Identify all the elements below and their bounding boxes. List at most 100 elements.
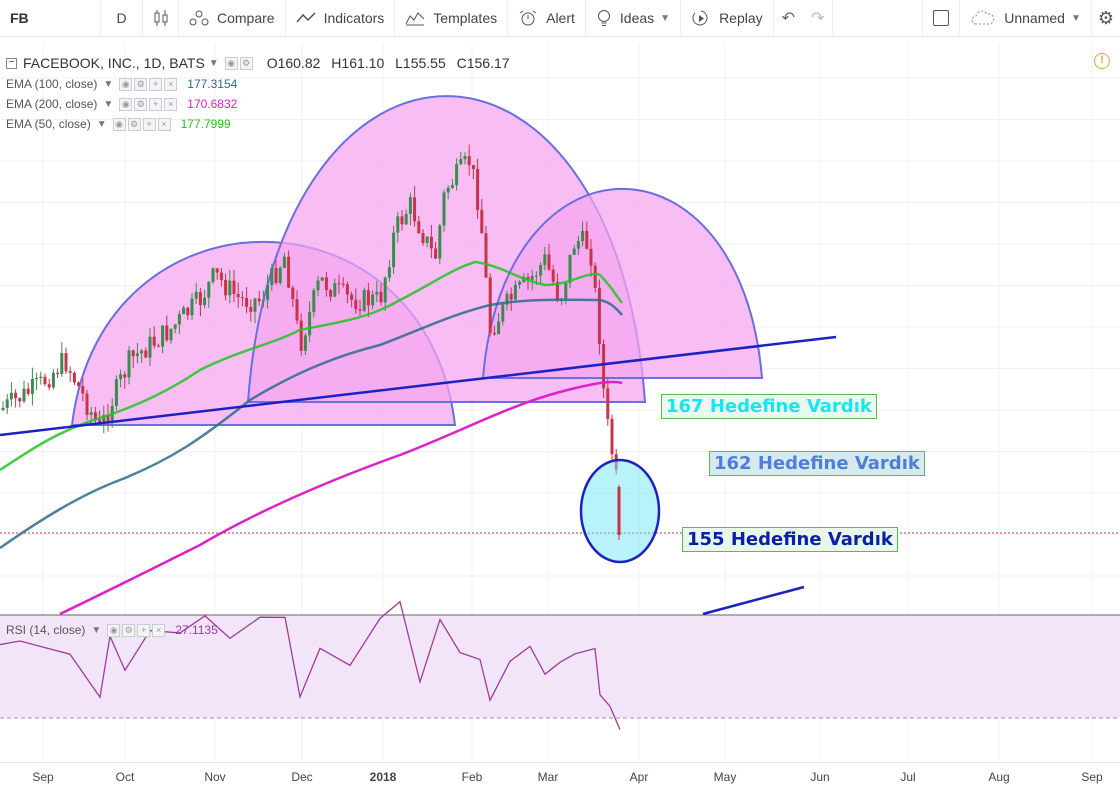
candle-body (5, 399, 9, 408)
target-155-label[interactable]: 155 Hedefine Vardık (682, 527, 898, 552)
settings-button[interactable]: ⚙ (1092, 0, 1120, 37)
replay-icon (692, 10, 708, 26)
candle-body (576, 241, 580, 249)
layout-button[interactable]: Unnamed ▼ (960, 0, 1092, 37)
ema50-buttons[interactable]: ◉ ⚙ + × (112, 117, 173, 131)
candle-body (144, 350, 148, 358)
candle-body (425, 236, 429, 243)
ema100-buttons[interactable]: ◉ ⚙ + × (119, 77, 179, 91)
ideas-button[interactable]: Ideas ▼ (586, 0, 682, 37)
lightbulb-icon (597, 10, 610, 26)
interval-button[interactable]: D (101, 0, 143, 37)
fullscreen-button[interactable] (922, 0, 961, 37)
chevron-down-icon[interactable]: ▼ (96, 118, 107, 130)
candle-body (455, 164, 459, 185)
candle-body (333, 283, 337, 297)
time-axis[interactable]: Sep Oct Nov Dec 2018 Feb Mar Apr May Jun… (0, 762, 1120, 789)
close-icon[interactable]: × (157, 117, 171, 131)
plus-icon[interactable]: + (137, 623, 151, 637)
chevron-down-icon[interactable]: ▼ (208, 57, 219, 69)
candle-body (257, 298, 261, 302)
chevron-down-icon[interactable]: ▼ (103, 98, 114, 110)
square-icon (933, 10, 950, 26)
rsi-value: 27.1135 (175, 623, 218, 637)
gear-icon[interactable]: ⚙ (127, 117, 141, 131)
alert-label: Alert (546, 10, 575, 26)
candle-body (148, 336, 152, 358)
candle-body (387, 267, 391, 278)
eye-icon[interactable]: ◉ (119, 97, 133, 111)
eye-icon[interactable]: ◉ (224, 56, 238, 70)
candle-body (261, 299, 265, 302)
candle-body (337, 283, 341, 285)
candle-body (539, 265, 543, 276)
candle-body (303, 335, 307, 351)
gear-icon[interactable]: ⚙ (239, 56, 253, 70)
compare-button[interactable]: Compare (179, 0, 286, 37)
chevron-down-icon[interactable]: ▼ (103, 78, 114, 90)
alert-button[interactable]: Alert (508, 0, 586, 37)
gear-icon[interactable]: ⚙ (134, 77, 148, 91)
candle-body (64, 353, 68, 372)
indicators-button[interactable]: Indicators (286, 0, 396, 37)
candle-body (354, 299, 358, 310)
candle-body (434, 248, 438, 259)
ema200-buttons[interactable]: ◉ ⚙ + × (119, 97, 179, 111)
replay-button[interactable]: Replay (681, 0, 774, 37)
close-icon[interactable]: × (152, 623, 166, 637)
plus-icon[interactable]: + (142, 117, 156, 131)
legend-buttons[interactable]: ◉ ⚙ (224, 56, 255, 70)
close-icon[interactable]: × (164, 77, 178, 91)
candle-body (85, 393, 89, 415)
candle-body (219, 272, 223, 280)
plus-icon[interactable]: + (149, 77, 163, 91)
collapse-icon[interactable]: − (6, 57, 17, 69)
symbol-search[interactable]: FB (0, 0, 101, 37)
target-167-label[interactable]: 167 Hedefine Vardık (661, 394, 877, 419)
candle-body (232, 280, 236, 294)
eye-icon[interactable]: ◉ (112, 117, 126, 131)
target-162-label[interactable]: 162 Hedefine Vardık (709, 451, 925, 476)
candle-body (236, 293, 240, 298)
ema50-label: EMA (50, close) (6, 117, 91, 131)
ohlc-values: O160.82 H161.10 L155.55 C156.17 (267, 55, 517, 71)
axis-tick-label: Aug (988, 770, 1010, 784)
candle-body (564, 282, 568, 300)
chevron-down-icon[interactable]: ▼ (91, 624, 102, 636)
rsi-buttons[interactable]: ◉ ⚙ + × (107, 623, 167, 637)
templates-button[interactable]: Templates (395, 0, 509, 37)
low-value: L155.55 (395, 55, 446, 71)
undo-icon: ↶ (781, 10, 796, 27)
close-icon[interactable]: × (164, 97, 178, 111)
candle-body (102, 414, 106, 423)
rsi-label: RSI (14, close) (6, 623, 86, 637)
ema100-label: EMA (100, close) (6, 77, 98, 91)
undo-button[interactable]: ↶ (774, 0, 803, 37)
candle-body (602, 344, 606, 389)
candle-body (446, 187, 450, 193)
eye-icon[interactable]: ◉ (107, 623, 121, 637)
candle-body (371, 294, 375, 306)
plus-icon[interactable]: + (149, 97, 163, 111)
gear-icon[interactable]: ⚙ (122, 623, 136, 637)
candle-body (358, 309, 362, 311)
candlestick-icon (154, 10, 168, 26)
warning-icon[interactable]: ! (1094, 53, 1110, 69)
axis-tick-label: Sep (32, 770, 54, 784)
candle-body (156, 345, 160, 347)
gear-icon: ⚙ (1097, 7, 1114, 28)
templates-icon (405, 12, 425, 26)
gear-icon[interactable]: ⚙ (134, 97, 148, 111)
eye-icon[interactable]: ◉ (119, 77, 133, 91)
axis-tick-label: Jul (900, 770, 916, 784)
chart-type-button[interactable] (143, 0, 179, 37)
redo-button[interactable]: ↷ (803, 0, 834, 37)
candle-body (119, 374, 123, 380)
target-trendline (702, 585, 805, 616)
candle-body (47, 384, 51, 388)
candle-body (547, 254, 551, 270)
candle-body (568, 254, 572, 283)
candle-body (617, 487, 621, 535)
candle-body (555, 281, 559, 300)
